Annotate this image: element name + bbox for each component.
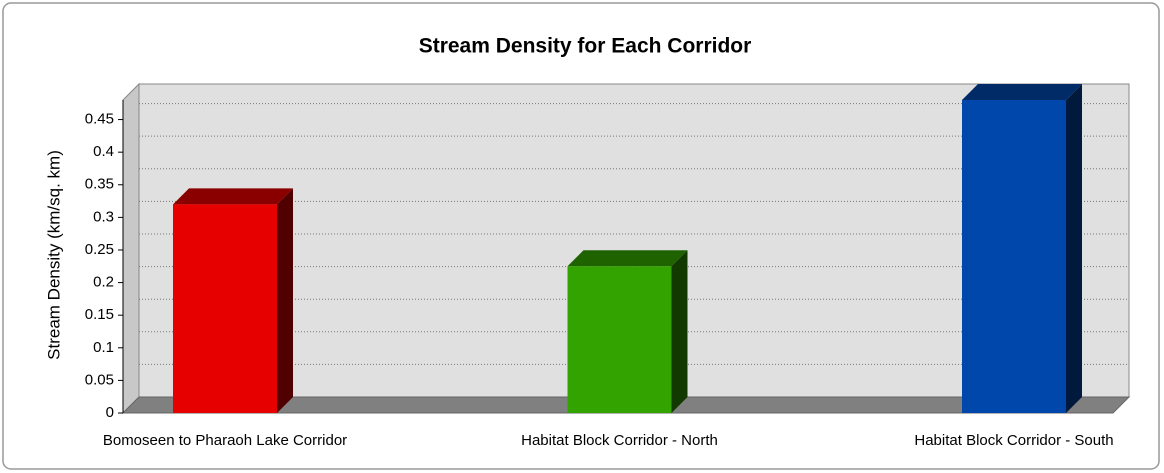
- side-wall: [122, 82, 140, 415]
- bar-side: [277, 188, 293, 413]
- y-tick-label: 0.25: [85, 241, 114, 258]
- bar-side: [671, 250, 688, 413]
- y-axis-label: Stream Density (km/sq. km): [44, 150, 63, 360]
- bar-top: [962, 84, 1082, 100]
- bar-side: [1066, 84, 1082, 413]
- y-tick-label: 0.2: [93, 274, 114, 291]
- y-tick-label: 0.4: [93, 143, 114, 160]
- chart-title: Stream Density for Each Corridor: [419, 35, 752, 58]
- y-tick-label: 0: [106, 404, 114, 421]
- bar-top: [567, 250, 688, 267]
- y-tick-label: 0.45: [85, 111, 114, 128]
- y-tick-label: 0.35: [85, 176, 114, 193]
- y-tick-label: 0.1: [93, 339, 114, 356]
- x-tick-label: Bomoseen to Pharaoh Lake Corridor: [103, 432, 347, 449]
- y-tick-label: 0.15: [85, 306, 114, 323]
- bar: [567, 266, 672, 413]
- x-tick-label: Habitat Block Corridor - North: [521, 432, 718, 449]
- bar-top: [173, 188, 293, 205]
- x-tick-label: Habitat Block Corridor - South: [914, 432, 1113, 449]
- y-tick-label: 0.05: [85, 371, 114, 388]
- bar: [173, 204, 277, 413]
- y-tick-label: 0.3: [93, 208, 114, 225]
- bar: [962, 100, 1066, 413]
